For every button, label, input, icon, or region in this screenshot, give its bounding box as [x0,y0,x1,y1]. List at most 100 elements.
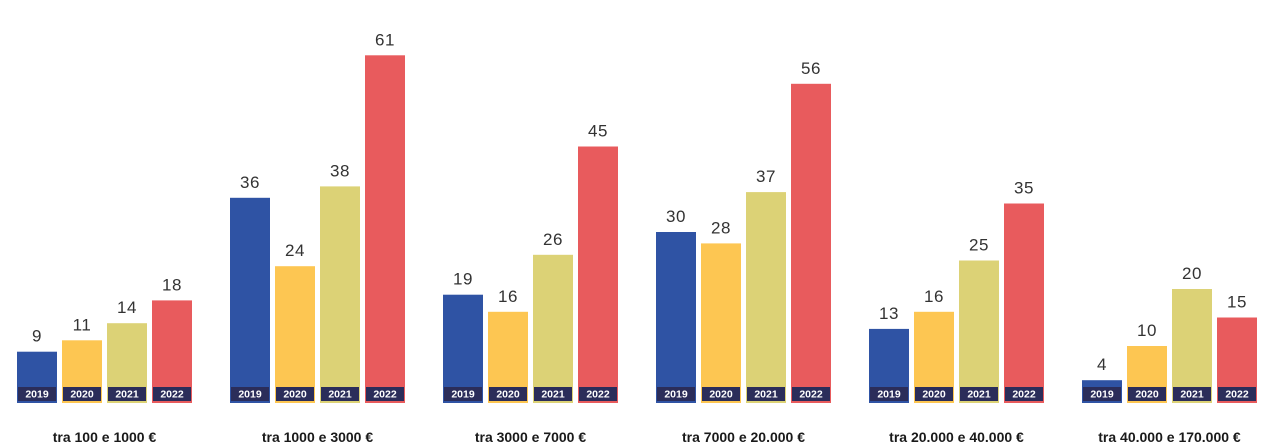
category-label: tra 7000 e 20.000 € [682,429,805,445]
year-tag-label: 2022 [160,389,184,401]
year-tag [108,387,146,401]
bar [443,294,483,403]
year-tag-label: 2019 [238,389,262,401]
year-tag-label: 2019 [664,389,688,401]
year-tag-label: 2020 [496,389,520,401]
bar [152,300,192,403]
data-label: 25 [969,236,989,255]
year-tag-label: 2019 [877,389,901,401]
year-tag [18,387,56,401]
data-label: 20 [1182,264,1202,283]
data-label: 9 [32,327,42,346]
year-tag [1128,387,1166,401]
year-tag-label: 2020 [283,389,307,401]
data-label: 28 [711,218,731,237]
data-label: 24 [285,241,305,260]
bar [320,186,360,403]
category-label: tra 20.000 e 40.000 € [889,429,1024,445]
data-label: 10 [1137,321,1157,340]
data-label: 14 [117,298,137,317]
year-tag [579,387,617,401]
year-tag [63,387,101,401]
bar [791,83,831,404]
year-tag [1005,387,1043,401]
year-tag [366,387,404,401]
data-label: 16 [498,287,518,306]
year-tag-label: 2021 [1180,389,1204,401]
year-tag-label: 2019 [451,389,475,401]
bar [701,243,741,403]
category-label: tra 3000 e 7000 € [475,429,587,445]
year-tag [231,387,269,401]
year-tag [534,387,572,401]
year-tag-label: 2020 [709,389,733,401]
bar [578,146,618,403]
year-tag-label: 2022 [373,389,397,401]
year-tag-label: 2020 [70,389,94,401]
year-tag-label: 2020 [922,389,946,401]
data-label: 38 [330,161,350,180]
bar [230,197,270,403]
category-label: tra 1000 e 3000 € [262,429,374,445]
year-tag [276,387,314,401]
year-tag-label: 2019 [25,389,49,401]
data-label: 16 [924,287,944,306]
bar-group: 9 2019 11 2020 14 2021 18 2022 tra 100 e 1000 € [17,275,192,445]
bar-group: 13 2019 16 2020 25 2021 35 2022 tra 20.000 e 40.… [869,179,1044,445]
year-tag-label: 2022 [799,389,823,401]
data-label: 19 [453,270,473,289]
bar [275,266,315,403]
bar [1004,203,1044,403]
year-tag [1218,387,1256,401]
bar-group: 19 2019 16 2020 26 2021 45 2022 tra 3000 e 7000 … [443,122,618,445]
data-label: 4 [1097,355,1107,374]
bar [959,260,999,403]
data-label: 36 [240,173,260,192]
data-label: 37 [756,167,776,186]
year-tag [1083,387,1121,401]
category-label: tra 40.000 e 170.000 € [1098,429,1241,445]
year-tag [792,387,830,401]
year-tag [657,387,695,401]
data-label: 11 [73,315,92,334]
year-tag-label: 2021 [115,389,139,401]
data-label: 61 [375,30,395,49]
year-tag-label: 2022 [1225,389,1249,401]
data-label: 15 [1227,293,1247,312]
data-label: 30 [666,207,686,226]
year-tag-label: 2019 [1090,389,1114,401]
data-label: 56 [801,59,821,78]
year-tag [870,387,908,401]
year-tag-label: 2021 [754,389,778,401]
year-tag [444,387,482,401]
year-tag [960,387,998,401]
bar [656,232,696,403]
year-tag [1173,387,1211,401]
year-tag-label: 2022 [1012,389,1036,401]
bar-group: 30 2019 28 2020 37 2021 56 2022 tra 7000 e 20.00… [656,59,831,445]
year-tag [153,387,191,401]
bar [533,254,573,403]
year-tag-label: 2021 [967,389,991,401]
bar [746,192,786,403]
data-label: 26 [543,230,563,249]
data-label: 45 [588,122,608,141]
data-label: 13 [879,304,899,323]
data-label: 35 [1014,179,1034,198]
bar-group: 36 2019 24 2020 38 2021 61 2022 tra 1000 e 3000 … [230,30,405,445]
data-label: 18 [162,275,182,294]
year-tag-label: 2021 [328,389,352,401]
year-tag [747,387,785,401]
year-tag [702,387,740,401]
year-tag-label: 2022 [586,389,610,401]
bar [1172,289,1212,403]
category-label: tra 100 e 1000 € [53,429,157,445]
year-tag-label: 2021 [541,389,565,401]
year-tag [321,387,359,401]
year-tag [915,387,953,401]
year-tag-label: 2020 [1135,389,1159,401]
bar [365,55,405,404]
